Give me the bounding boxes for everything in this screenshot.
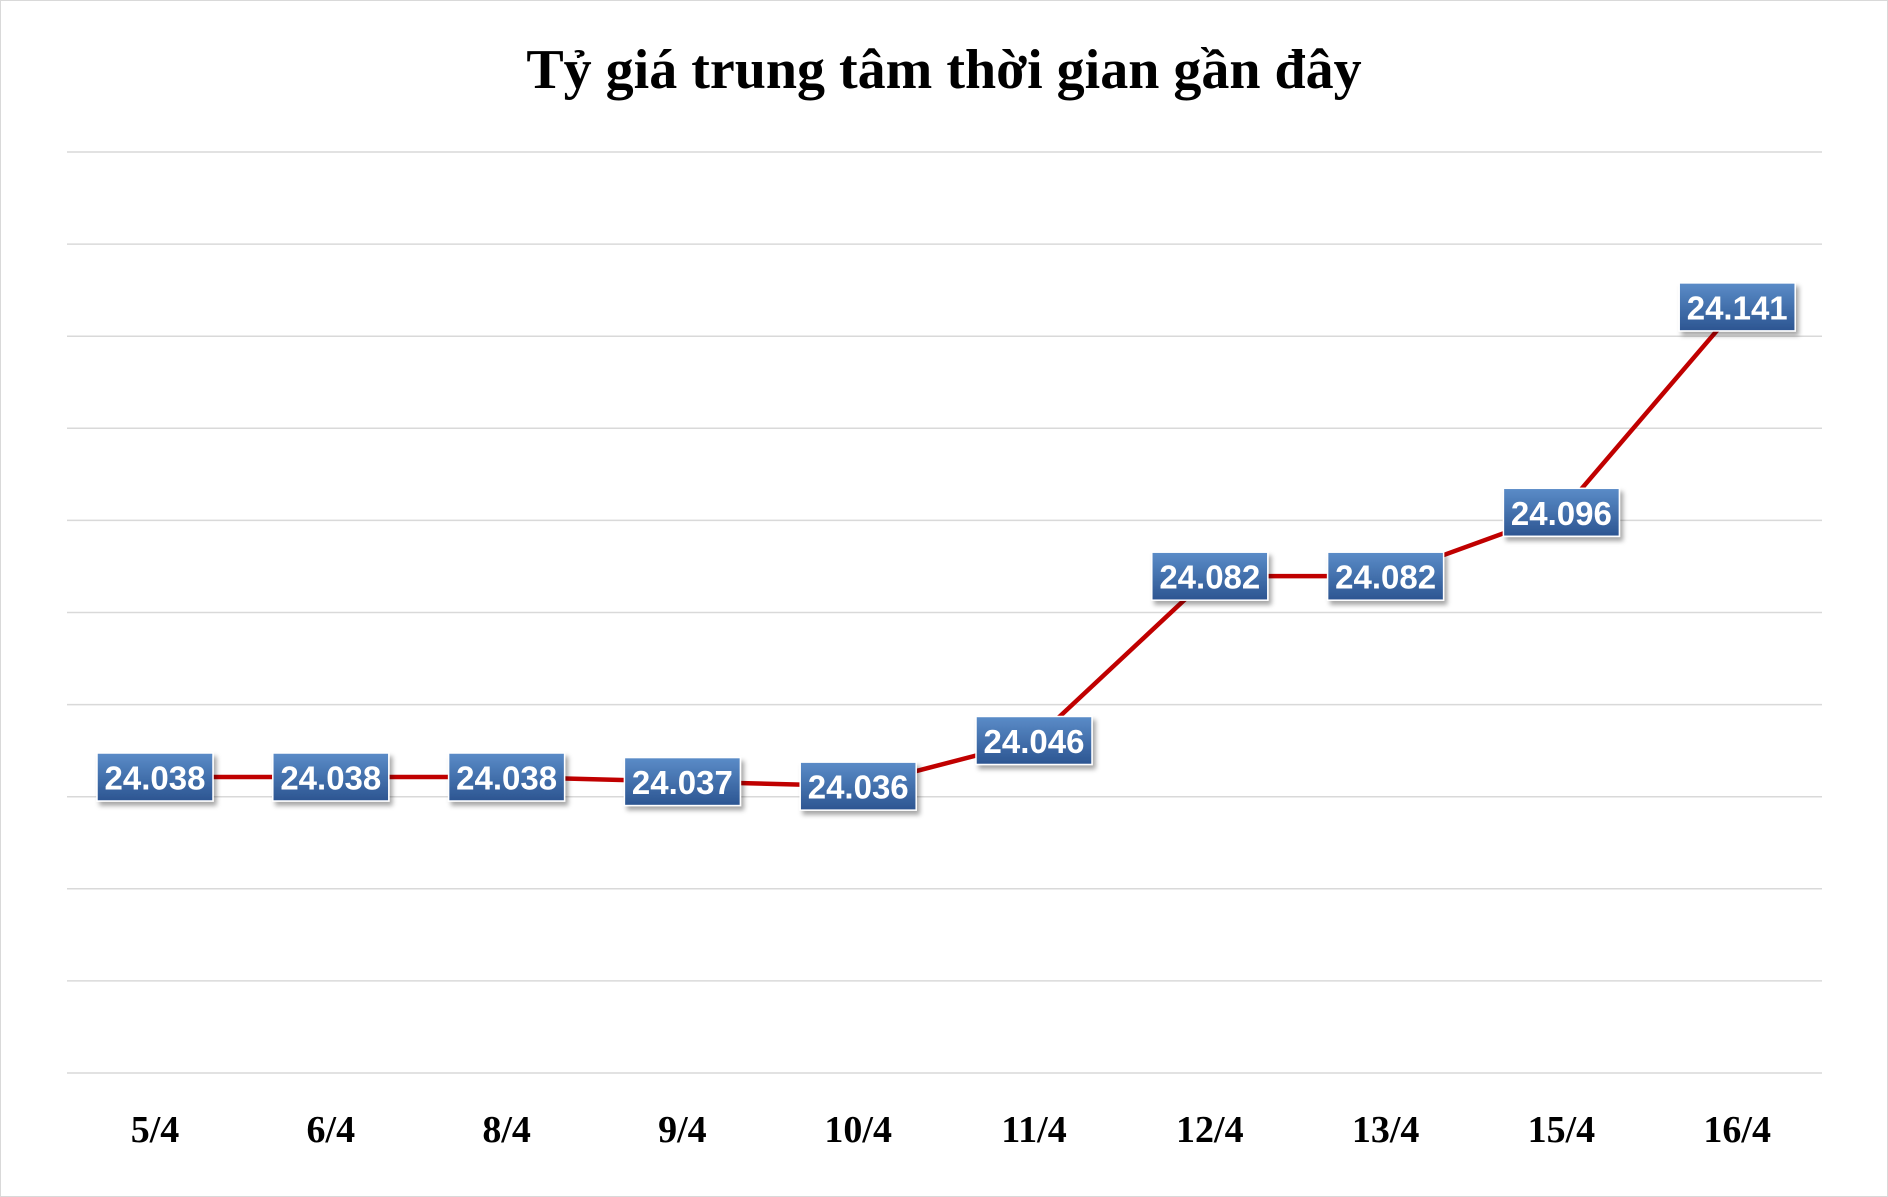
series-line-layer bbox=[155, 305, 1739, 789]
data-label-text: 24.038 bbox=[105, 760, 206, 797]
data-label-text: 24.037 bbox=[632, 764, 733, 801]
x-tick-label: 12/4 bbox=[1176, 1109, 1244, 1151]
data-label-text: 24.038 bbox=[280, 760, 381, 797]
data-label: 24.038 bbox=[447, 752, 566, 802]
data-label-text: 24.082 bbox=[1335, 559, 1436, 596]
x-tick-label: 11/4 bbox=[1001, 1109, 1066, 1151]
x-tick-label: 15/4 bbox=[1528, 1109, 1596, 1151]
gridlines bbox=[67, 151, 1822, 1074]
data-label-box bbox=[623, 756, 742, 807]
x-tick-label: 5/4 bbox=[131, 1109, 180, 1151]
data-label: 24.096 bbox=[1502, 487, 1621, 538]
data-label-box bbox=[975, 715, 1093, 766]
data-label: 24.038 bbox=[96, 752, 214, 802]
data-labels: 24.038 24.038 24.038 24.037 24.036 24.046 24.0… bbox=[96, 282, 1796, 811]
data-label-text: 24.096 bbox=[1511, 495, 1612, 532]
x-tick-label: 8/4 bbox=[482, 1109, 531, 1151]
x-tick-label: 9/4 bbox=[658, 1109, 707, 1151]
data-label-text: 24.038 bbox=[456, 760, 557, 797]
data-label-box bbox=[1326, 551, 1445, 601]
data-label-box bbox=[1151, 551, 1269, 601]
data-label-text: 24.141 bbox=[1687, 289, 1788, 326]
data-label-box bbox=[272, 752, 390, 802]
x-tick-label: 6/4 bbox=[307, 1109, 356, 1151]
x-tick-label: 10/4 bbox=[824, 1109, 892, 1151]
data-label-box bbox=[1502, 487, 1621, 538]
data-label: 24.036 bbox=[799, 761, 917, 811]
x-tick-label: 13/4 bbox=[1352, 1109, 1420, 1151]
data-label-box bbox=[96, 752, 214, 802]
data-label-text: 24.082 bbox=[1159, 559, 1260, 596]
series-line bbox=[155, 305, 1739, 789]
data-label: 24.141 bbox=[1678, 282, 1796, 332]
x-axis-ticks: 5/4 6/4 8/4 9/4 10/4 11/4 12/4 13/4 15/4 16/4 bbox=[131, 1109, 1771, 1151]
data-label: 24.046 bbox=[975, 715, 1093, 766]
chart-title: Tỷ giá trung tâm thời gian gần đây bbox=[526, 39, 1362, 101]
data-label-text: 24.046 bbox=[984, 723, 1085, 760]
data-label: 24.038 bbox=[272, 752, 390, 802]
data-label: 24.037 bbox=[623, 756, 742, 807]
data-label: 24.082 bbox=[1326, 551, 1445, 601]
data-label: 24.082 bbox=[1151, 551, 1269, 601]
data-label-box bbox=[1678, 282, 1796, 332]
data-label-text: 24.036 bbox=[808, 769, 909, 806]
data-label-box bbox=[799, 761, 917, 811]
data-label-box bbox=[447, 752, 566, 802]
x-tick-label: 16/4 bbox=[1703, 1109, 1771, 1151]
